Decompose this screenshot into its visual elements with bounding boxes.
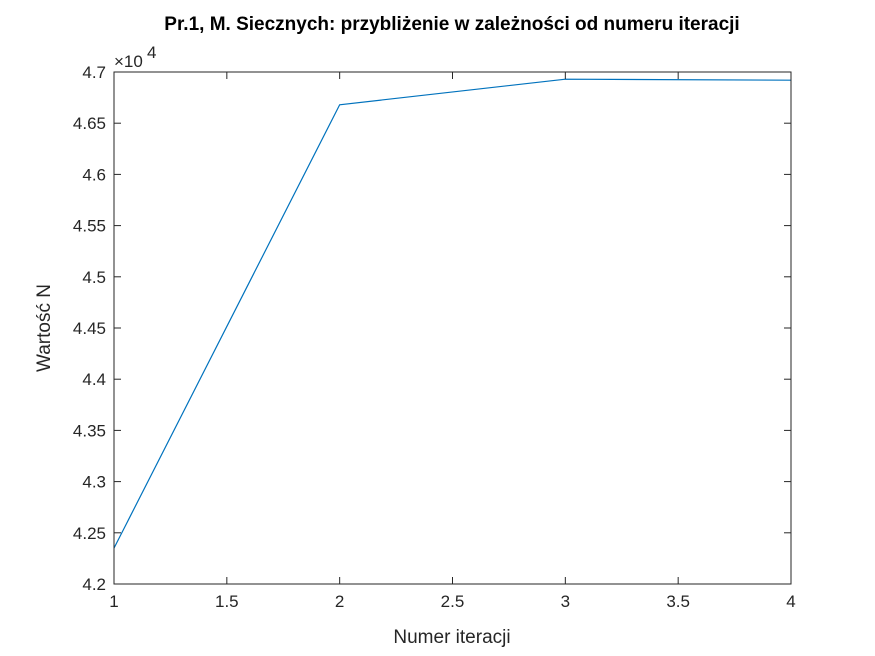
x-axis-ticks: 1 1.5 2 2.5 3 3.5 4 [109,72,796,611]
y-tick-label: 4.25 [73,524,106,543]
x-axis-label: Numer iteracji [393,627,510,648]
y-axis-ticks: 4.2 4.25 4.3 4.35 4.4 4.45 4.5 4.55 4.6 4.65 4.7 [73,63,791,594]
plot-area [114,72,791,584]
x-tick-label: 3 [561,592,570,611]
series-layer [113,78,792,549]
x-tick-label: 1 [109,592,118,611]
y-tick-label: 4.65 [73,114,106,133]
y-axis-exponent: ×10 4 [114,43,156,71]
y-tick-label: 4.6 [82,165,106,184]
y-tick-label: 4.7 [82,63,106,82]
chart-title: Pr.1, M. Siecznych: przybliżenie w zależ… [164,14,739,35]
x-tick-label: 3.5 [666,592,690,611]
y-tick-label: 4.5 [82,268,106,287]
axes-background [114,72,791,584]
x-tick-label: 2.5 [441,592,465,611]
y-exponent-base: ×10 [114,52,143,71]
y-tick-label: 4.3 [82,473,106,492]
x-tick-label: 1.5 [215,592,239,611]
x-tick-label: 2 [335,592,344,611]
y-axis-label: Wartość N [34,284,55,372]
series-line [113,78,792,549]
y-tick-label: 4.4 [82,370,106,389]
y-tick-label: 4.35 [73,421,106,440]
y-tick-label: 4.45 [73,319,106,338]
y-tick-label: 4.2 [82,575,106,594]
y-exponent-power: 4 [147,43,156,62]
x-tick-label: 4 [786,592,795,611]
y-tick-label: 4.55 [73,217,106,236]
